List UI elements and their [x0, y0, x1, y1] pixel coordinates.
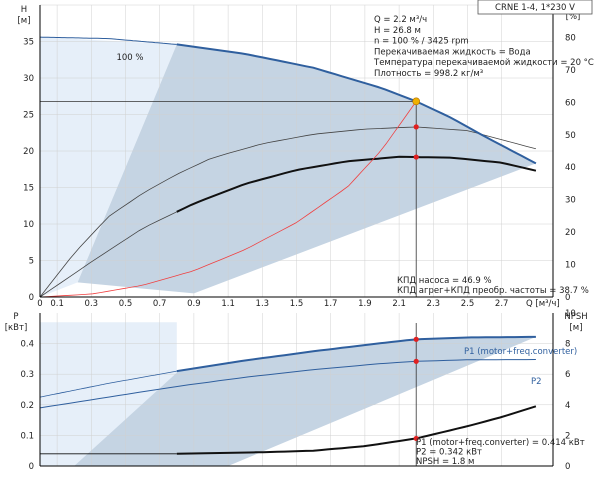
h-tick-label: 35 — [23, 38, 34, 48]
h-axis-unit: [м] — [17, 16, 30, 26]
p2-marker — [413, 358, 419, 364]
npsh-axis-label: NPSH — [564, 312, 587, 322]
x-tick-label: 1.1 — [221, 299, 235, 309]
efficiency-label: КПД насоса = 46.9 % — [397, 276, 492, 286]
eta-tick-label: 80 — [565, 33, 576, 43]
npsh-tick-label: 8 — [565, 340, 570, 350]
p-axis-unit: [кВт] — [5, 323, 28, 333]
eta-tick-label: 70 — [565, 66, 576, 76]
p2-curve — [39, 359, 536, 409]
title-box — [477, 0, 593, 15]
head-curve-thin — [39, 36, 177, 45]
x-tick-label: 0.5 — [119, 299, 133, 309]
x-tick-label: 1.7 — [324, 299, 338, 309]
eta-pump-marker — [413, 124, 419, 130]
x-tick-label: 1.3 — [256, 299, 270, 309]
info-line: Температура перекачиваемой жидкости = 20… — [373, 58, 594, 68]
h-axis-label: H — [21, 5, 27, 15]
info-line: H = 26.8 м — [374, 26, 421, 36]
eta-tick-label: 30 — [565, 196, 576, 206]
eta-tick-label: 0 — [565, 293, 570, 303]
h-tick-label: 5 — [29, 257, 34, 267]
info-line: Плотность = 998.2 кг/м³ — [374, 69, 483, 79]
low-flow-shade-top — [40, 37, 177, 297]
p-tick-label: 0.2 — [20, 401, 34, 411]
speed-annotation: 100 % — [116, 53, 143, 63]
eta-tick-label: 60 — [565, 98, 576, 108]
x-tick-label: 2.3 — [427, 299, 441, 309]
info-line: Q = 2.2 м³/ч — [374, 15, 427, 25]
efficiency-label: КПД агрег+КПД преобр. частоты = 38.7 % — [397, 286, 589, 296]
npsh-tick-label: 4 — [565, 401, 570, 411]
x-tick-label: 0.1 — [50, 299, 64, 309]
head-curve-bold — [176, 43, 537, 165]
pump-title: CRNE 1-4, 1*230 V — [495, 3, 575, 13]
h-tick-label: 0 — [29, 293, 34, 303]
p-tick-label: 0 — [29, 462, 34, 472]
eta-axis-unit: [%] — [566, 12, 581, 22]
npsh-tick-label: 10 — [565, 309, 576, 319]
x-tick-label: 1.9 — [358, 299, 372, 309]
npsh-tick-label: 2 — [565, 431, 570, 441]
p-axis-label: P — [13, 312, 18, 322]
p-tick-label: 0.4 — [20, 340, 34, 350]
q-axis-label: Q [м³/ч] — [526, 299, 560, 309]
x-tick-label: 0 — [37, 299, 42, 309]
p1-series-label: P1 (motor+freq.converter) — [464, 347, 577, 357]
npsh-marker — [413, 435, 419, 442]
x-tick-label: 2.1 — [392, 299, 406, 309]
x-tick-label: 2.7 — [495, 299, 509, 309]
operating-point-marker — [412, 97, 421, 106]
system-curve — [39, 101, 417, 298]
h-tick-label: 30 — [23, 74, 34, 84]
power-label: NPSH = 1.8 м — [416, 457, 474, 467]
x-tick-label: 0.9 — [187, 299, 201, 309]
npsh-axis-unit: [м] — [569, 323, 582, 333]
h-tick-label: 15 — [23, 184, 34, 194]
x-tick-label: 0.7 — [153, 299, 167, 309]
p-tick-label: 0.1 — [20, 431, 34, 441]
info-line: n = 100 % / 3425 rpm — [374, 37, 469, 47]
p1-marker — [413, 336, 419, 342]
h-tick-label: 25 — [23, 111, 34, 121]
info-line: Перекачиваемая жидкость = Вода — [374, 47, 531, 57]
h-tick-label: 20 — [23, 147, 34, 157]
p-tick-label: 0.3 — [20, 370, 34, 380]
eta-total-curve-bold — [176, 155, 537, 213]
p1-curve-thin — [39, 370, 177, 398]
eta-tick-label: 40 — [565, 163, 576, 173]
npsh-curve-bold — [176, 405, 537, 455]
x-tick-label: 1.5 — [290, 299, 304, 309]
npsh-tick-label: 0 — [565, 462, 570, 472]
x-tick-label: 2.5 — [461, 299, 475, 309]
h-tick-label: 10 — [23, 220, 34, 230]
npsh-tick-label: 6 — [565, 370, 570, 380]
p1-curve-bold — [176, 335, 536, 373]
x-tick-label: 0.3 — [85, 299, 99, 309]
p2-series-label: P2 — [531, 377, 542, 387]
eta-tick-label: 50 — [565, 131, 576, 141]
eta-tick-label: 20 — [565, 228, 576, 238]
eta-pump-curve — [39, 126, 537, 298]
power-label: P2 = 0.342 кВт — [416, 448, 482, 458]
eta-tick-label: 10 — [565, 261, 576, 271]
eta-total-marker — [413, 154, 419, 160]
power-label: P1 (motor+freq.converter) = 0.414 кВт — [416, 438, 585, 448]
